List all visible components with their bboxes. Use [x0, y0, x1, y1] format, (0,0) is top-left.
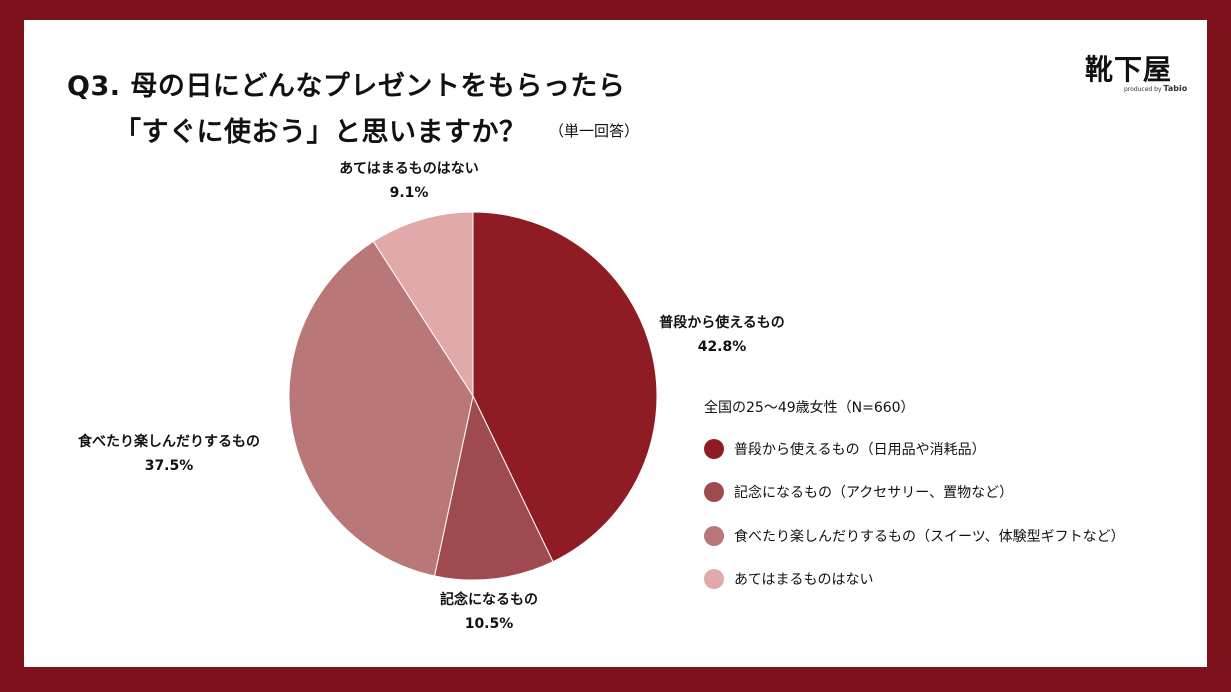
slice-label-4: あてはまるものはない 9.1% [304, 157, 514, 205]
brand-logo: 靴下屋 [1085, 53, 1173, 86]
slice-label-2: 記念になるもの 10.5% [414, 588, 564, 636]
slice-label-1-name: 普段から使えるもの [659, 315, 785, 331]
legend-title: 全国の25〜49歳女性（N=660） [704, 400, 915, 416]
answer-type-note: （単一回答） [549, 122, 640, 140]
slide-card: Q3. 母の日にどんなプレゼントをもらったら 「すぐに使おう」と思いますか？ （… [24, 20, 1207, 667]
pie-slice-1 [472, 211, 658, 563]
slice-label-3-value: 37.5% [144, 458, 194, 474]
legend-label-2: 記念になるもの（アクセサリー、置物など） [734, 485, 1014, 501]
legend-swatch-1 [704, 439, 724, 459]
legend-item-2: 記念になるもの（アクセサリー、置物など） [704, 480, 1013, 504]
chart-title-line2: 「すぐに使おう」と思いますか？ [114, 117, 527, 148]
pie-slice-2 [433, 394, 554, 581]
chart-title-line1: Q3. 母の日にどんなプレゼントをもらったら [67, 71, 626, 102]
legend-label-3: 食べたり楽しんだりするもの（スイーツ、体験型ギフトなど） [734, 529, 1125, 545]
brand-sub-small: produced by [1124, 86, 1162, 93]
brand-sub-logo: produced by Tabio [1124, 84, 1187, 93]
slice-label-2-value: 10.5% [464, 616, 514, 632]
slice-label-4-name: あてはまるものはない [339, 161, 479, 177]
legend-swatch-4 [704, 569, 724, 589]
slice-label-1: 普段から使えるもの 42.8% [642, 311, 802, 359]
legend-label-4: あてはまるものはない [734, 572, 874, 588]
brand-sub-name: Tabio [1163, 84, 1188, 93]
legend-swatch-3 [704, 526, 724, 546]
legend-item-4: あてはまるものはない [704, 567, 873, 591]
legend-label-1: 普段から使えるもの（日用品や消耗品） [734, 442, 986, 458]
pie-slice-4 [372, 211, 474, 398]
slice-label-3: 食べたり楽しんだりするもの 37.5% [44, 430, 294, 478]
legend-swatch-2 [704, 482, 724, 502]
slice-label-2-name: 記念になるもの [440, 592, 538, 608]
legend-item-3: 食べたり楽しんだりするもの（スイーツ、体験型ギフトなど） [704, 524, 1125, 548]
slice-label-4-value: 9.1% [389, 185, 429, 201]
slice-label-3-name: 食べたり楽しんだりするもの [78, 434, 260, 450]
slice-label-1-value: 42.8% [697, 339, 747, 355]
pie-chart [288, 211, 658, 581]
legend-item-1: 普段から使えるもの（日用品や消耗品） [704, 437, 986, 461]
